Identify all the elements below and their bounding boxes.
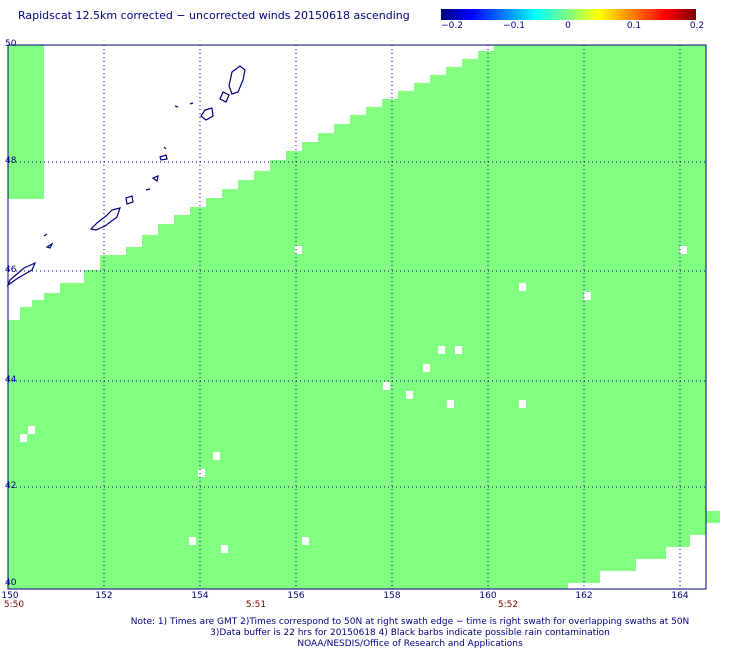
time-label-end: 5:52 bbox=[497, 600, 519, 610]
missing-data-cells bbox=[20, 246, 687, 553]
time-label-mid: 5:51 bbox=[245, 600, 267, 610]
colorbar-label-pos: 0.1 bbox=[626, 21, 642, 31]
lon-label-162: 162 bbox=[575, 591, 593, 601]
lon-label-154: 154 bbox=[191, 591, 209, 601]
map-title: Rapidscat 12.5km corrected − uncorrected… bbox=[18, 9, 410, 22]
lat-label-48: 48 bbox=[5, 156, 17, 166]
swath-area bbox=[8, 45, 720, 589]
colorbar-label-min: −0.2 bbox=[441, 21, 463, 31]
lon-label-152: 152 bbox=[95, 591, 113, 601]
lat-label-50: 50 bbox=[5, 39, 17, 49]
lon-label-164: 164 bbox=[671, 591, 689, 601]
lon-label-160: 160 bbox=[479, 591, 497, 601]
lat-label-46: 46 bbox=[5, 265, 17, 275]
colorbar-label-zero: 0 bbox=[565, 21, 571, 31]
graticule bbox=[8, 45, 706, 589]
credit-line: NOAA/NESDIS/Office of Research and Appli… bbox=[297, 639, 523, 649]
note-line-1: Note: 1) Times are GMT 2)Times correspon… bbox=[130, 617, 690, 627]
lat-label-42: 42 bbox=[5, 481, 17, 491]
swath-fragment-northwest bbox=[8, 45, 44, 199]
colorbar-label-neg: −0.1 bbox=[503, 21, 525, 31]
lon-label-158: 158 bbox=[383, 591, 401, 601]
lon-label-150: 150 bbox=[1, 591, 19, 601]
colorbar bbox=[441, 9, 696, 20]
lat-label-40: 40 bbox=[5, 578, 17, 588]
colorbar-label-max: 0.2 bbox=[689, 21, 705, 31]
note-line-2: 3)Data buffer is 22 hrs for 20150618 4) … bbox=[210, 628, 610, 638]
lat-label-44: 44 bbox=[5, 375, 17, 385]
lon-label-156: 156 bbox=[287, 591, 305, 601]
time-label-start: 5:50 bbox=[3, 600, 25, 610]
